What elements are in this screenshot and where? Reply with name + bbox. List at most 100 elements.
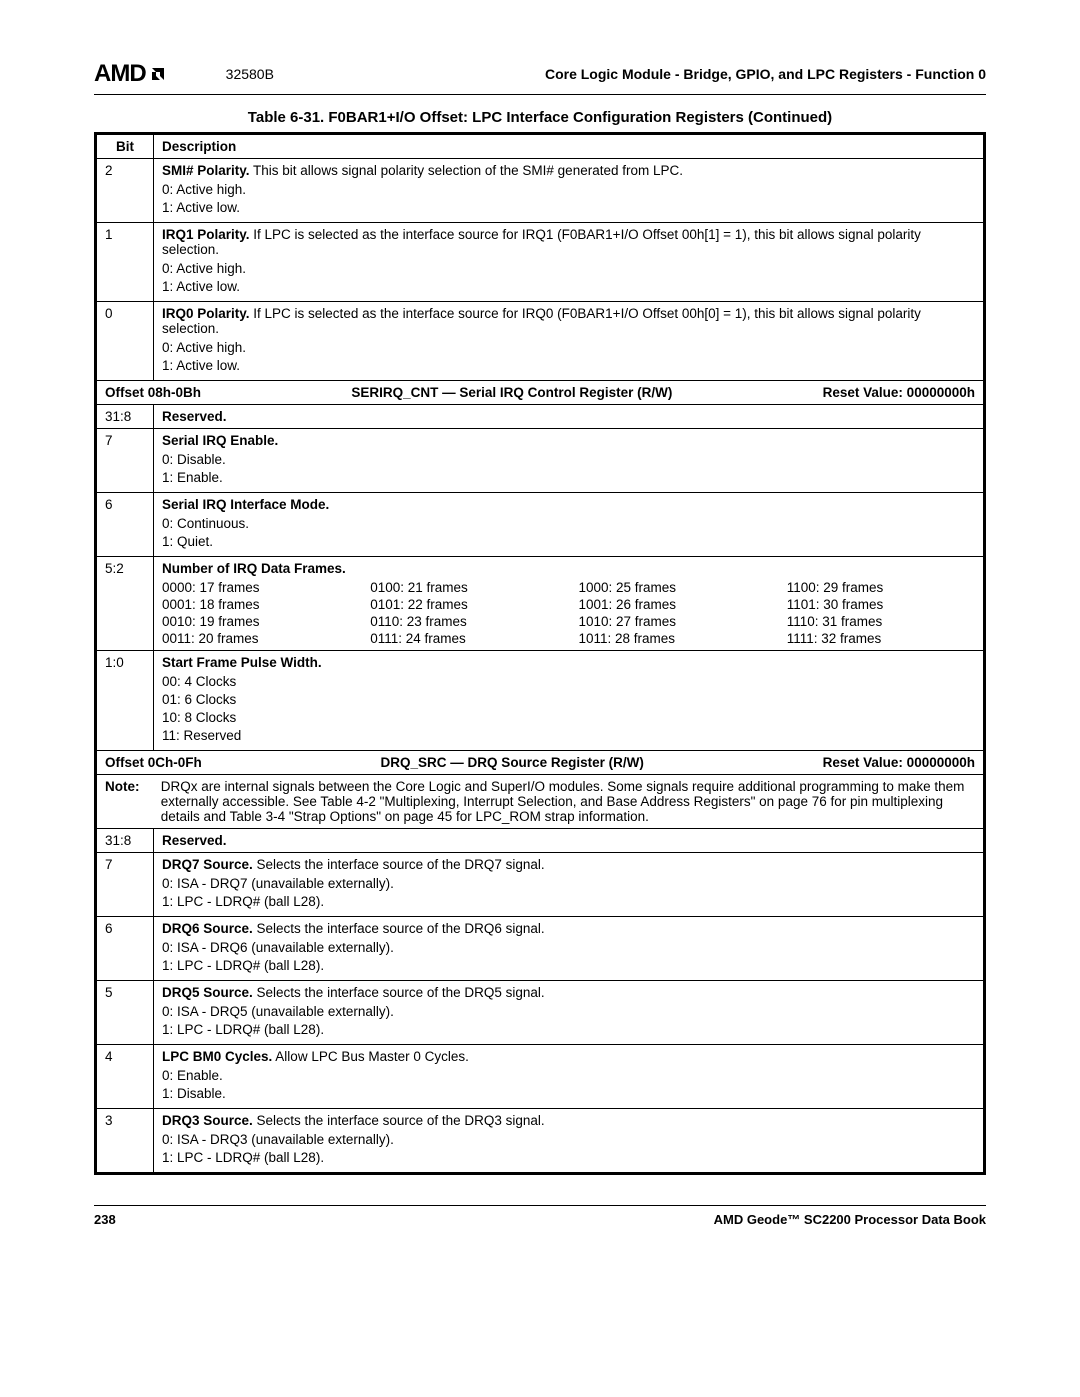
field-title: Start Frame Pulse Width. bbox=[162, 655, 322, 670]
value-list: 0: Active high.1: Active low. bbox=[162, 182, 975, 215]
page-number: 238 bbox=[94, 1212, 116, 1227]
value-item: 0: ISA - DRQ5 (unavailable externally). bbox=[162, 1004, 975, 1019]
table-row: 1IRQ1 Polarity. If LPC is selected as th… bbox=[96, 223, 985, 302]
table-row: 5:2 Number of IRQ Data Frames. 0000: 17 … bbox=[96, 557, 985, 651]
desc-cell: DRQ5 Source. Selects the interface sourc… bbox=[154, 981, 985, 1045]
value-item: 00: 4 Clocks bbox=[162, 674, 975, 689]
table-row: 31:8 Reserved. bbox=[96, 829, 985, 853]
desc-cell: LPC BM0 Cycles. Allow LPC Bus Master 0 C… bbox=[154, 1045, 985, 1109]
field-title: DRQ7 Source. bbox=[162, 857, 253, 872]
field-title: Serial IRQ Interface Mode. bbox=[162, 497, 329, 512]
frame-option: 0110: 23 frames bbox=[370, 614, 558, 629]
table-row: 31:8 Reserved. bbox=[96, 405, 985, 429]
bit-cell: 5 bbox=[96, 981, 154, 1045]
desc-cell: DRQ3 Source. Selects the interface sourc… bbox=[154, 1109, 985, 1174]
frame-option: 1100: 29 frames bbox=[787, 580, 975, 595]
frame-option: 1010: 27 frames bbox=[579, 614, 767, 629]
value-item: 1: Active low. bbox=[162, 279, 975, 294]
logo-text: AMD bbox=[94, 60, 146, 88]
frame-option: 0111: 24 frames bbox=[370, 631, 558, 646]
reset-value: Reset Value: 00000000h bbox=[823, 755, 975, 770]
frame-option: 0100: 21 frames bbox=[370, 580, 558, 595]
field-title: IRQ0 Polarity. bbox=[162, 306, 250, 321]
desc-cell: Serial IRQ Enable. 0: Disable. 1: Enable. bbox=[154, 429, 985, 493]
desc-cell: Number of IRQ Data Frames. 0000: 17 fram… bbox=[154, 557, 985, 651]
bit-cell: 1:0 bbox=[96, 651, 154, 751]
value-item: 0: ISA - DRQ3 (unavailable externally). bbox=[162, 1132, 975, 1147]
table-row: 2SMI# Polarity. This bit allows signal p… bbox=[96, 159, 985, 223]
field-title: DRQ5 Source. bbox=[162, 985, 253, 1000]
value-item: 0: ISA - DRQ7 (unavailable externally). bbox=[162, 876, 975, 891]
field-title: Reserved. bbox=[162, 409, 227, 424]
value-item: 1: Enable. bbox=[162, 470, 975, 485]
col-bit: Bit bbox=[96, 134, 154, 159]
value-list: 0: ISA - DRQ6 (unavailable externally). 1… bbox=[162, 940, 975, 973]
desc-cell: DRQ6 Source. Selects the interface sourc… bbox=[154, 917, 985, 981]
page: AMD 32580B Core Logic Module - Bridge, G… bbox=[0, 0, 1080, 1267]
table-row: 1:0 Start Frame Pulse Width. 00: 4 Clock… bbox=[96, 651, 985, 751]
frame-option: 0010: 19 frames bbox=[162, 614, 350, 629]
field-title: Number of IRQ Data Frames. bbox=[162, 561, 346, 576]
register-table: Bit Description 2SMI# Polarity. This bit… bbox=[94, 132, 986, 1175]
note-row: Note: DRQx are internal signals between … bbox=[96, 775, 985, 829]
bit-cell: 6 bbox=[96, 917, 154, 981]
field-title: LPC BM0 Cycles. bbox=[162, 1049, 272, 1064]
value-item: 10: 8 Clocks bbox=[162, 710, 975, 725]
page-header: AMD 32580B Core Logic Module - Bridge, G… bbox=[94, 60, 986, 95]
value-list: 0: Active high.1: Active low. bbox=[162, 340, 975, 373]
value-list: 0: ISA - DRQ5 (unavailable externally).1… bbox=[162, 1004, 975, 1037]
bit-cell: 1 bbox=[96, 223, 154, 302]
note-label: Note: bbox=[105, 779, 157, 794]
table-caption: Table 6-31. F0BAR1+I/O Offset: LPC Inter… bbox=[94, 109, 986, 126]
table-row: 3DRQ3 Source. Selects the interface sour… bbox=[96, 1109, 985, 1174]
bit-cell: 2 bbox=[96, 159, 154, 223]
desc-cell: Start Frame Pulse Width. 00: 4 Clocks01:… bbox=[154, 651, 985, 751]
desc-cell: Serial IRQ Interface Mode. 0: Continuous.… bbox=[154, 493, 985, 557]
desc-cell: Reserved. bbox=[154, 405, 985, 429]
desc-cell: Reserved. bbox=[154, 829, 985, 853]
value-item: 1: Active low. bbox=[162, 358, 975, 373]
value-list: 0: Continuous.1: Quiet. bbox=[162, 516, 975, 549]
value-list: 0: Disable. 1: Enable. bbox=[162, 452, 975, 485]
frame-option: 1000: 25 frames bbox=[579, 580, 767, 595]
value-item: 11: Reserved bbox=[162, 728, 975, 743]
bit-cell: 31:8 bbox=[96, 405, 154, 429]
value-list: 00: 4 Clocks01: 6 Clocks10: 8 Clocks11: … bbox=[162, 674, 975, 743]
desc-cell: IRQ1 Polarity. If LPC is selected as the… bbox=[154, 223, 985, 302]
frame-option: 1101: 30 frames bbox=[787, 597, 975, 612]
value-item: 1: Quiet. bbox=[162, 534, 975, 549]
bit-cell: 7 bbox=[96, 853, 154, 917]
frame-option: 0011: 20 frames bbox=[162, 631, 350, 646]
bit-cell: 3 bbox=[96, 1109, 154, 1174]
field-title: DRQ3 Source. bbox=[162, 1113, 253, 1128]
table-row: 4LPC BM0 Cycles. Allow LPC Bus Master 0 … bbox=[96, 1045, 985, 1109]
value-item: 1: Disable. bbox=[162, 1086, 975, 1101]
frame-option: 0000: 17 frames bbox=[162, 580, 350, 595]
value-item: 1: LPC - LDRQ# (ball L28). bbox=[162, 958, 975, 973]
bit-cell: 5:2 bbox=[96, 557, 154, 651]
value-item: 0: Enable. bbox=[162, 1068, 975, 1083]
table-row: 6 Serial IRQ Interface Mode. 0: Continuous… bbox=[96, 493, 985, 557]
section-header: Offset 08h-0Bh SERIRQ_CNT — Serial IRQ C… bbox=[96, 381, 985, 405]
desc-cell: IRQ0 Polarity. If LPC is selected as the… bbox=[154, 302, 985, 381]
field-title: Reserved. bbox=[162, 833, 227, 848]
field-title: DRQ6 Source. bbox=[162, 921, 253, 936]
section-header: Offset 0Ch-0Fh DRQ_SRC — DRQ Source Regi… bbox=[96, 751, 985, 775]
register-name: SERIRQ_CNT — Serial IRQ Control Register… bbox=[201, 385, 823, 400]
reset-value: Reset Value: 00000000h bbox=[823, 385, 975, 400]
value-item: 0: ISA - DRQ6 (unavailable externally). bbox=[162, 940, 975, 955]
table-row: 5DRQ5 Source. Selects the interface sour… bbox=[96, 981, 985, 1045]
value-item: 0: Active high. bbox=[162, 182, 975, 197]
bit-cell: 6 bbox=[96, 493, 154, 557]
bit-cell: 31:8 bbox=[96, 829, 154, 853]
value-list: 0: Active high.1: Active low. bbox=[162, 261, 975, 294]
amd-arrow-icon bbox=[148, 64, 168, 84]
value-item: 0: Disable. bbox=[162, 452, 975, 467]
field-title: Serial IRQ Enable. bbox=[162, 433, 278, 448]
value-item: 1: LPC - LDRQ# (ball L28). bbox=[162, 1150, 975, 1165]
value-list: 0: ISA - DRQ3 (unavailable externally). 1… bbox=[162, 1132, 975, 1165]
amd-logo: AMD bbox=[94, 60, 168, 88]
offset-label: Offset 0Ch-0Fh bbox=[105, 755, 202, 770]
desc-cell: SMI# Polarity. This bit allows signal po… bbox=[154, 159, 985, 223]
page-footer: 238 AMD Geode™ SC2200 Processor Data Boo… bbox=[94, 1205, 986, 1227]
